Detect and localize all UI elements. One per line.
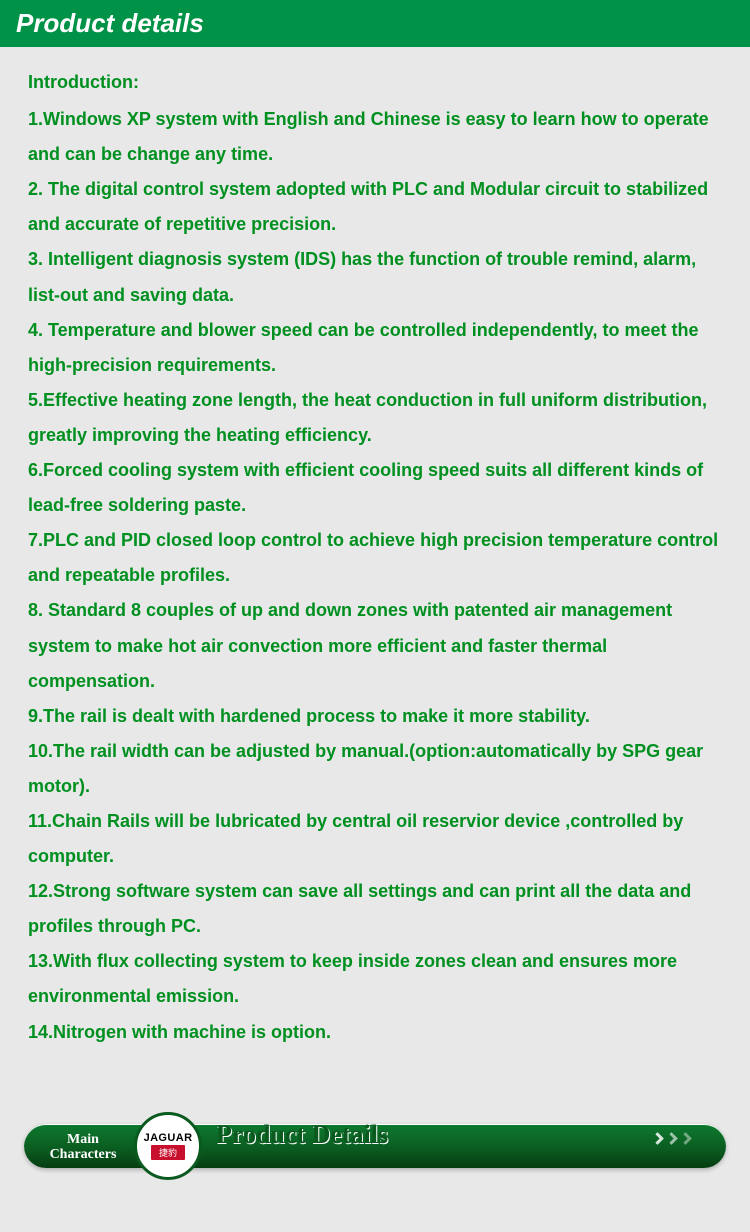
intro-item: 10.The rail width can be adjusted by man… xyxy=(28,734,722,804)
intro-item: 13.With flux collecting system to keep i… xyxy=(28,944,722,1014)
intro-item: 4. Temperature and blower speed can be c… xyxy=(28,313,722,383)
banner-left-line1: Main xyxy=(38,1132,128,1147)
section-title: Product details xyxy=(16,8,204,38)
intro-item: 5.Effective heating zone length, the hea… xyxy=(28,383,722,453)
intro-item: 3. Intelligent diagnosis system (IDS) ha… xyxy=(28,242,722,312)
banner-left-label: Main Characters xyxy=(38,1132,128,1163)
intro-item: 8. Standard 8 couples of up and down zon… xyxy=(28,593,722,698)
brand-logo: JAGUAR 捷豹 xyxy=(134,1112,202,1180)
intro-item: 12.Strong software system can save all s… xyxy=(28,874,722,944)
intro-item: 6.Forced cooling system with efficient c… xyxy=(28,453,722,523)
intro-item: 7.PLC and PID closed loop control to ach… xyxy=(28,523,722,593)
intro-item: 9.The rail is dealt with hardened proces… xyxy=(28,699,722,734)
intro-item: 11.Chain Rails will be lubricated by cen… xyxy=(28,804,722,874)
intro-item: 1.Windows XP system with English and Chi… xyxy=(28,102,722,172)
brand-logo-sub: 捷豹 xyxy=(151,1145,185,1160)
banner-title: Product Details xyxy=(216,1120,388,1150)
content-body: Introduction: 1.Windows XP system with E… xyxy=(0,47,750,1110)
section-header: Product details xyxy=(0,0,750,47)
intro-item: 2. The digital control system adopted wi… xyxy=(28,172,722,242)
intro-item: 14.Nitrogen with machine is option. xyxy=(28,1015,722,1050)
brand-logo-text: JAGUAR xyxy=(144,1132,193,1144)
intro-label: Introduction: xyxy=(28,65,722,100)
chevron-right-icon xyxy=(653,1134,690,1143)
banner-left-line2: Characters xyxy=(38,1147,128,1162)
footer-banner: Product Details Main Characters JAGUAR 捷… xyxy=(24,1110,726,1174)
